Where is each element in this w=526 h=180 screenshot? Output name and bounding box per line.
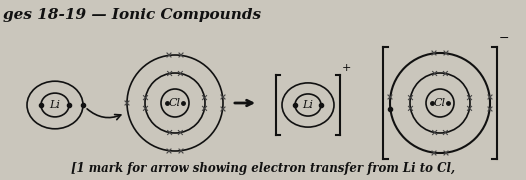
Text: Li: Li xyxy=(302,100,313,110)
Text: −: − xyxy=(499,32,510,45)
Text: Li: Li xyxy=(49,100,60,110)
Text: Cl: Cl xyxy=(169,98,181,108)
Text: +: + xyxy=(342,63,351,73)
Text: Cl: Cl xyxy=(434,98,446,108)
Text: ges 18-19 — Ionic Compounds: ges 18-19 — Ionic Compounds xyxy=(3,8,261,22)
Text: [1 mark for arrow showing electron transfer from Li to Cl,: [1 mark for arrow showing electron trans… xyxy=(71,162,455,175)
